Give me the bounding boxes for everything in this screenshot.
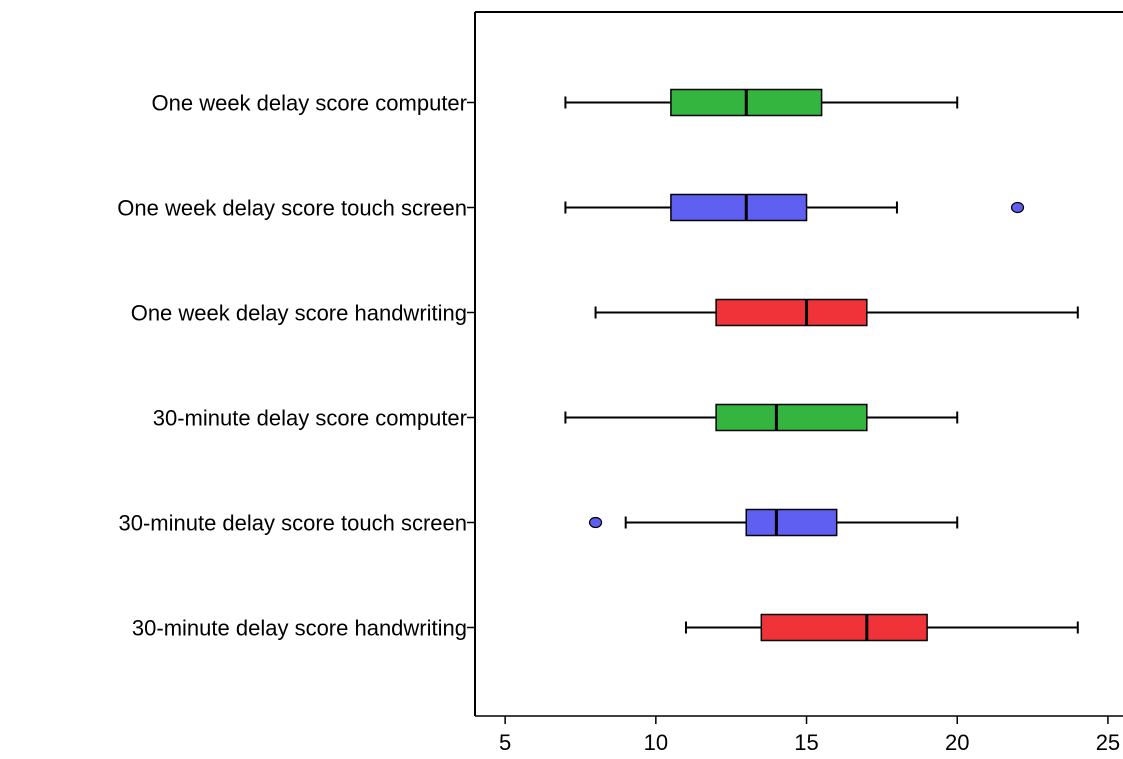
outlier-point	[588, 516, 603, 529]
x-tick-label: 10	[644, 730, 668, 754]
x-tick-label: 5	[499, 730, 511, 754]
box-group	[588, 508, 959, 537]
box-group	[564, 403, 959, 432]
category-label: 30-minute delay score handwriting	[132, 616, 467, 641]
box	[715, 403, 868, 432]
outlier-point	[1010, 201, 1025, 214]
x-axis: 5 10 15 20 25	[499, 716, 1120, 755]
box-group	[564, 193, 1025, 222]
box-group	[594, 298, 1079, 327]
x-tick-label: 25	[1096, 730, 1120, 754]
box-group	[564, 88, 959, 117]
box	[760, 613, 928, 642]
category-label: One week delay score touch screen	[117, 196, 467, 221]
x-tick-label: 20	[945, 730, 969, 754]
box-group	[684, 613, 1079, 642]
category-label: 30-minute delay score computer	[153, 406, 467, 431]
y-axis-labels: One week delay score computer One week de…	[117, 91, 475, 641]
boxes-layer	[564, 88, 1079, 642]
category-label: One week delay score handwriting	[131, 301, 467, 326]
box	[745, 508, 838, 537]
plot-frame	[474, 11, 1123, 717]
x-tick-label: 15	[794, 730, 818, 754]
category-label: 30-minute delay score touch screen	[118, 511, 467, 536]
box	[715, 298, 868, 327]
box	[670, 193, 808, 222]
category-label: One week delay score computer	[152, 91, 468, 116]
